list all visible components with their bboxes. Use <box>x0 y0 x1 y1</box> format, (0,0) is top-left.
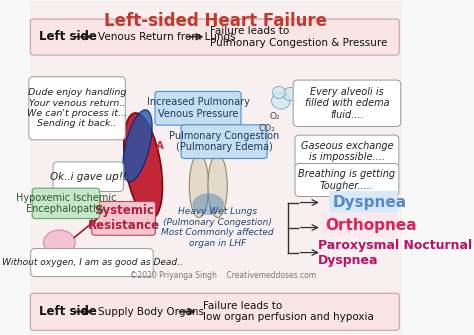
Text: Hypoxemic Ischemic
Encephalopathy: Hypoxemic Ischemic Encephalopathy <box>16 193 116 214</box>
Text: LV: LV <box>151 175 163 185</box>
FancyBboxPatch shape <box>31 249 153 277</box>
Text: Supply Body Organs: Supply Body Organs <box>99 307 204 317</box>
Text: Heavy Wet Lungs
(Pulmonary Congestion)
Most Commonly affected
organ in LHF: Heavy Wet Lungs (Pulmonary Congestion) M… <box>161 207 274 248</box>
FancyBboxPatch shape <box>30 293 399 330</box>
Circle shape <box>272 86 286 98</box>
Text: Failure leads to
Pulmonary Congestion & Pressure: Failure leads to Pulmonary Congestion & … <box>210 26 388 48</box>
Text: Pulmonary Congestion
(Pulmonary Edema): Pulmonary Congestion (Pulmonary Edema) <box>169 131 279 152</box>
Text: Left side: Left side <box>39 30 97 43</box>
FancyBboxPatch shape <box>293 80 401 127</box>
Text: Ok..i gave up!!: Ok..i gave up!! <box>50 172 127 182</box>
Circle shape <box>283 87 298 101</box>
Text: Orthopnea: Orthopnea <box>326 218 417 233</box>
FancyBboxPatch shape <box>322 214 398 236</box>
FancyBboxPatch shape <box>53 162 123 192</box>
FancyBboxPatch shape <box>30 19 399 55</box>
Ellipse shape <box>208 154 227 217</box>
Text: Breathing is getting
Tougher.....: Breathing is getting Tougher..... <box>298 169 395 191</box>
Text: Left-sided Heart Failure: Left-sided Heart Failure <box>104 12 327 30</box>
Text: Gaseous exchange
is impossible....: Gaseous exchange is impossible.... <box>301 141 393 162</box>
Text: ©2020 Priyanga Singh    Creativemeddoses.com: ©2020 Priyanga Singh Creativemeddoses.co… <box>130 271 316 280</box>
FancyBboxPatch shape <box>181 125 267 158</box>
Text: Left side: Left side <box>39 305 97 318</box>
Ellipse shape <box>124 113 163 219</box>
Text: LA: LA <box>151 141 164 151</box>
Text: O₂: O₂ <box>270 112 280 121</box>
Ellipse shape <box>44 230 75 255</box>
Text: CO₂: CO₂ <box>258 124 275 133</box>
Text: Paroxysmal Nocturnal
Dyspnea: Paroxysmal Nocturnal Dyspnea <box>318 239 472 267</box>
FancyBboxPatch shape <box>29 1 402 334</box>
Ellipse shape <box>192 193 224 215</box>
Text: Dyspnea: Dyspnea <box>333 195 407 210</box>
FancyBboxPatch shape <box>29 77 125 140</box>
Ellipse shape <box>189 154 209 217</box>
Text: Systemic
Resistance: Systemic Resistance <box>88 204 160 232</box>
Circle shape <box>272 92 290 109</box>
FancyBboxPatch shape <box>295 135 399 168</box>
FancyBboxPatch shape <box>295 163 399 197</box>
FancyBboxPatch shape <box>155 91 241 125</box>
Text: Venous Return from Lungs: Venous Return from Lungs <box>99 32 236 42</box>
Text: Dude enjoy handling
Your venous return..
We can't process it...
Sending it back.: Dude enjoy handling Your venous return..… <box>27 88 127 128</box>
Ellipse shape <box>123 110 152 182</box>
Text: Increased Pulmonary
Venous Pressure: Increased Pulmonary Venous Pressure <box>146 97 249 119</box>
Text: Without oxygen, I am as good as Dead..: Without oxygen, I am as good as Dead.. <box>1 258 182 267</box>
FancyBboxPatch shape <box>32 188 100 218</box>
FancyBboxPatch shape <box>92 202 155 235</box>
FancyBboxPatch shape <box>329 191 398 212</box>
Text: Failure leads to
low organ perfusion and hypoxia: Failure leads to low organ perfusion and… <box>203 301 374 322</box>
Text: Every alveoli is
filled with edema
fluid....: Every alveoli is filled with edema fluid… <box>305 87 389 120</box>
